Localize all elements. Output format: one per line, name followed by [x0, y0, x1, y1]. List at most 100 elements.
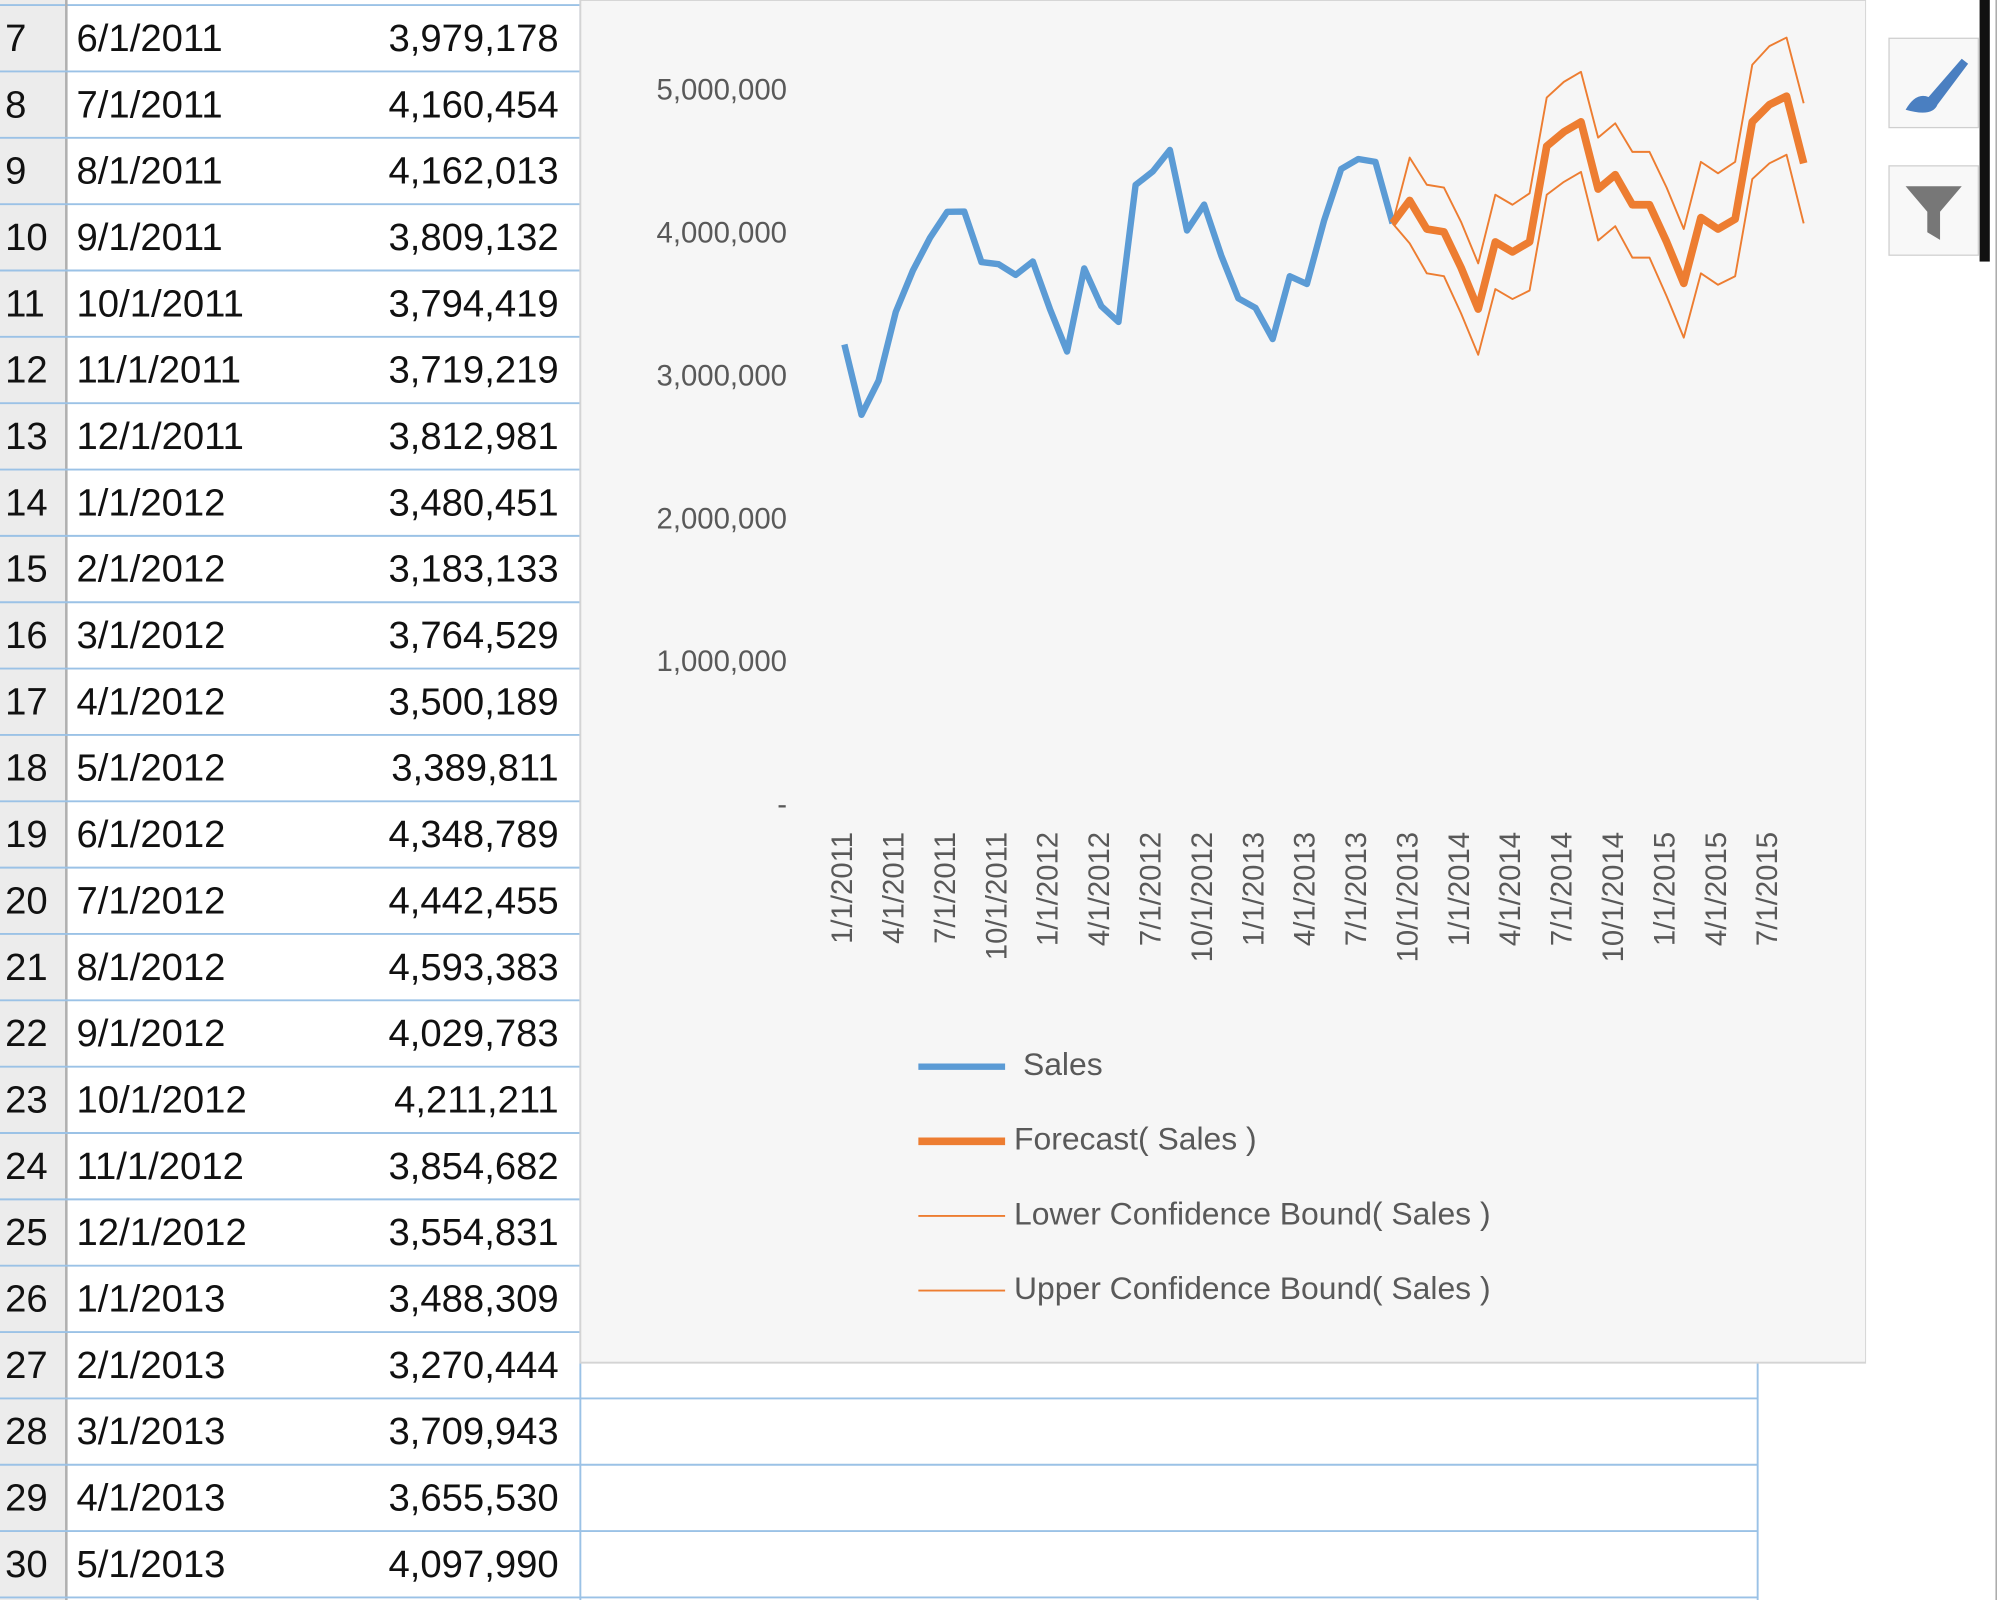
row-number: 29: [5, 1477, 48, 1520]
cell-date: 2/1/2013: [77, 1344, 226, 1387]
x-tick-label: 1/1/2015: [1648, 832, 1681, 946]
legend-label: Upper Confidence Bound( Sales ): [1014, 1270, 1491, 1306]
chart-styles-button[interactable]: [1888, 37, 1979, 129]
x-tick-label: 1/1/2014: [1443, 832, 1476, 946]
y-tick-label: 4,000,000: [657, 217, 787, 250]
cell-sales: 4,162,013: [388, 150, 558, 193]
x-tick-label: 10/1/2014: [1597, 832, 1630, 963]
cell-sales: 4,160,454: [388, 83, 558, 126]
x-tick-label: 4/1/2014: [1494, 832, 1527, 946]
cell-date: 4/1/2013: [77, 1477, 226, 1520]
x-tick-label: 10/1/2012: [1186, 832, 1219, 963]
cell-sales: 3,389,811: [391, 747, 558, 790]
cell-date: 7/1/2011: [77, 83, 223, 126]
cell-date: 5/1/2012: [77, 747, 226, 790]
row-number: 27: [5, 1344, 48, 1387]
legend-label: Sales: [1023, 1046, 1103, 1082]
series-line: [1389, 92, 1808, 313]
row-number: 9: [5, 150, 26, 193]
row-number: 19: [5, 813, 48, 856]
series-line: [841, 146, 1396, 419]
x-tick-label: 4/1/2012: [1083, 832, 1116, 946]
cell-date: 4/1/2012: [77, 680, 226, 723]
filter-icon: [1905, 186, 1962, 240]
x-tick-label: 1/1/2011: [826, 832, 859, 944]
cell-sales: 4,211,211: [394, 1078, 559, 1121]
cell-date: 3/1/2013: [77, 1410, 226, 1453]
row-number: 16: [5, 614, 48, 657]
spreadsheet: 7 6/1/2011 3,979,178 8 7/1/2011 4,160,454 9 8/1…: [0, 0, 1759, 1600]
brush-icon: [1905, 58, 1969, 113]
row-number: 20: [5, 879, 48, 922]
scrollbar[interactable]: [1979, 0, 1990, 262]
cell-date: 1/1/2013: [77, 1278, 226, 1321]
x-tick-label: 7/1/2011: [929, 832, 962, 944]
cell-date: 8/1/2011: [77, 150, 223, 193]
row-number: 25: [5, 1211, 48, 1254]
x-tick-label: 10/1/2013: [1391, 832, 1424, 963]
series-line: [1391, 153, 1805, 356]
row-number: 26: [5, 1278, 48, 1321]
row-number: 18: [5, 747, 48, 790]
row-number: 28: [5, 1410, 48, 1453]
row-number: 14: [5, 481, 48, 524]
cell-date: 12/1/2012: [77, 1211, 247, 1254]
y-tick-label: 5,000,000: [657, 74, 787, 107]
x-tick-label: 4/1/2011: [878, 832, 911, 944]
row-number: 30: [5, 1543, 48, 1586]
cell-sales: 4,097,990: [388, 1543, 558, 1586]
x-tick-label: 7/1/2014: [1546, 832, 1579, 946]
cell-sales: 4,029,783: [388, 1012, 558, 1055]
x-tick-label: 7/1/2013: [1340, 832, 1373, 946]
cell-sales: 3,655,530: [388, 1477, 558, 1520]
row-number: 17: [5, 680, 48, 723]
cell-date: 11/1/2011: [77, 349, 242, 392]
x-tick-label: 7/1/2015: [1751, 832, 1784, 946]
cell-sales: 3,719,219: [388, 349, 558, 392]
cell-sales: 3,854,682: [388, 1145, 558, 1188]
cell-sales: 3,270,444: [388, 1344, 558, 1387]
row-number: 23: [5, 1078, 48, 1121]
row-number: 7: [5, 17, 26, 60]
chart-toolbar: [1866, 0, 2000, 1600]
row-number: 11: [5, 282, 45, 325]
cell-sales: 4,442,455: [388, 879, 558, 922]
cell-sales: 3,812,981: [388, 415, 558, 458]
cell-date: 10/1/2012: [77, 1078, 247, 1121]
row-number: 22: [5, 1012, 48, 1055]
chart-area: [579, 0, 1868, 1364]
cell-date: 6/1/2012: [77, 813, 226, 856]
toolbar-background: [1866, 0, 2000, 1600]
y-tick-label: 2,000,000: [657, 502, 787, 535]
cell-date: 11/1/2012: [77, 1145, 244, 1188]
cell-sales: 3,488,309: [388, 1278, 558, 1321]
x-tick-label: 7/1/2012: [1134, 832, 1167, 946]
cell-sales: 3,480,451: [388, 481, 558, 524]
y-tick-label: -: [777, 788, 787, 821]
cell-date: 9/1/2011: [77, 216, 223, 259]
x-tick-label: 10/1/2011: [980, 832, 1013, 960]
cell-sales: 3,709,943: [388, 1410, 558, 1453]
row-number: 10: [5, 216, 48, 259]
cell-date: 10/1/2011: [77, 282, 244, 325]
row-number: 12: [5, 349, 48, 392]
row-number: 15: [5, 548, 48, 591]
row-number: 13: [5, 415, 48, 458]
x-tick-label: 1/1/2013: [1237, 832, 1270, 946]
y-tick-label: 3,000,000: [657, 359, 787, 392]
cell-sales: 3,979,178: [388, 17, 558, 60]
row-number: 8: [5, 83, 26, 126]
row-header-column: [0, 0, 67, 1600]
x-tick-label: 1/1/2012: [1032, 832, 1065, 946]
row-number: 24: [5, 1145, 48, 1188]
row-number: 21: [5, 946, 48, 989]
cell-sales: 4,348,789: [388, 813, 558, 856]
chart: - 1,000,000 2,000,000 3,000,000 4,000,000 5,0…: [579, 0, 1868, 1364]
series-line: [1391, 36, 1805, 265]
cell-date: 12/1/2011: [77, 415, 244, 458]
x-tick-label: 4/1/2013: [1289, 832, 1322, 946]
cell-sales: 3,794,419: [388, 282, 558, 325]
cell-sales: 3,764,529: [388, 614, 558, 657]
